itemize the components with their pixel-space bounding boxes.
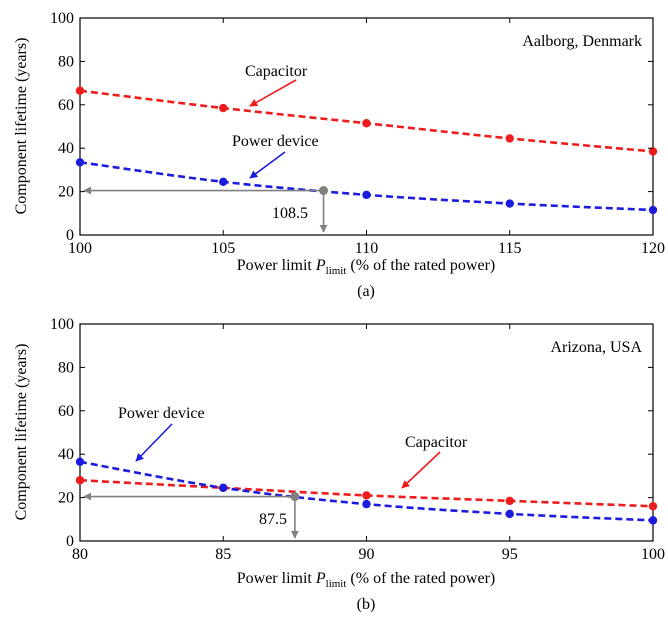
data-point-power-device xyxy=(75,457,85,466)
data-point-capacitor xyxy=(75,86,85,95)
capacitor-arrow xyxy=(401,451,441,489)
y-axis-label: Component lifetime (years) xyxy=(13,344,30,521)
data-point-power-device xyxy=(362,499,371,509)
intersection-guide xyxy=(83,186,329,233)
location-label: Aalborg, Denmark xyxy=(522,33,642,50)
x-tick-label: 120 xyxy=(641,240,665,257)
x-axis-label: Power limit Plimit (% of the rated power… xyxy=(237,257,496,277)
data-point-capacitor xyxy=(505,134,514,143)
data-point-capacitor xyxy=(648,502,658,511)
y-tick-label: 60 xyxy=(58,97,74,114)
series-label-power-device: Power device xyxy=(118,405,205,422)
data-point-power-device xyxy=(219,483,228,493)
data-point-power-device xyxy=(648,205,658,215)
intersection-guide xyxy=(83,492,300,539)
plot-frame xyxy=(79,323,654,542)
y-tick-label: 80 xyxy=(58,53,74,70)
axis-ticks: 80 85 90 95 100 0 20 40 60 80 100 xyxy=(50,316,665,563)
series-label-capacitor: Capacitor xyxy=(405,434,468,451)
x-axis-label: Power limit Plimit (% of the rated power… xyxy=(237,570,496,590)
x-tick-label: 105 xyxy=(211,240,235,257)
y-tick-label: 100 xyxy=(50,316,74,333)
capacitor-arrow xyxy=(249,79,297,107)
data-point-power-device xyxy=(505,199,514,208)
data-point-power-device xyxy=(362,190,371,200)
data-point-power-device xyxy=(219,177,228,187)
chart-panel-a: 100 105 110 115 120 0 20 40 60 80 100 Aalborg, Den… xyxy=(13,10,665,300)
data-point-capacitor xyxy=(362,491,371,500)
x-tick-label: 90 xyxy=(359,546,375,563)
series-line-power-device xyxy=(79,460,654,522)
data-point-capacitor xyxy=(219,103,228,113)
data-point-power-device xyxy=(505,509,514,519)
y-tick-label: 60 xyxy=(58,403,74,420)
power-device-arrow xyxy=(135,423,173,462)
intersection-point xyxy=(290,492,300,502)
y-tick-label: 40 xyxy=(58,446,74,463)
series-points xyxy=(75,86,658,215)
y-tick-label: 0 xyxy=(66,227,74,244)
data-point-capacitor xyxy=(362,119,371,128)
marker-value-label: 87.5 xyxy=(259,511,287,528)
marker-value-label: 108.5 xyxy=(272,205,308,222)
y-tick-label: 0 xyxy=(66,533,74,550)
series-points xyxy=(75,457,658,525)
x-tick-label: 80 xyxy=(72,546,88,563)
data-point-power-device xyxy=(75,158,85,167)
data-point-capacitor xyxy=(648,147,658,156)
y-axis-label: Component lifetime (years) xyxy=(13,38,30,215)
chart-panel-b: 80 85 90 95 100 0 20 40 60 80 100 Arizona, USA Pow… xyxy=(13,316,665,613)
panel-caption: (a) xyxy=(357,283,375,300)
power-device-arrow xyxy=(249,151,286,179)
data-point-capacitor xyxy=(75,476,85,485)
plot-area xyxy=(79,323,654,542)
y-tick-label: 100 xyxy=(50,10,74,27)
intersection-point xyxy=(319,186,329,196)
x-tick-label: 100 xyxy=(68,240,92,257)
y-tick-label: 20 xyxy=(58,184,74,201)
y-tick-label: 20 xyxy=(58,490,74,507)
series-line-power-device xyxy=(79,161,654,212)
x-tick-label: 115 xyxy=(498,240,521,257)
x-tick-label: 100 xyxy=(641,546,665,563)
x-tick-label: 110 xyxy=(355,240,378,257)
axis-ticks: 100 105 110 115 120 0 20 40 60 80 100 xyxy=(50,10,665,257)
panel-caption: (b) xyxy=(357,596,376,613)
x-tick-label: 95 xyxy=(502,546,518,563)
series-lines xyxy=(79,460,654,522)
y-tick-label: 40 xyxy=(58,140,74,157)
series-label-power-device: Power device xyxy=(232,133,319,150)
location-label: Arizona, USA xyxy=(550,339,642,356)
x-tick-label: 85 xyxy=(215,546,231,563)
series-label-capacitor: Capacitor xyxy=(245,63,308,80)
data-point-capacitor xyxy=(505,496,514,506)
data-point-power-device xyxy=(648,516,658,525)
y-tick-label: 80 xyxy=(58,359,74,376)
